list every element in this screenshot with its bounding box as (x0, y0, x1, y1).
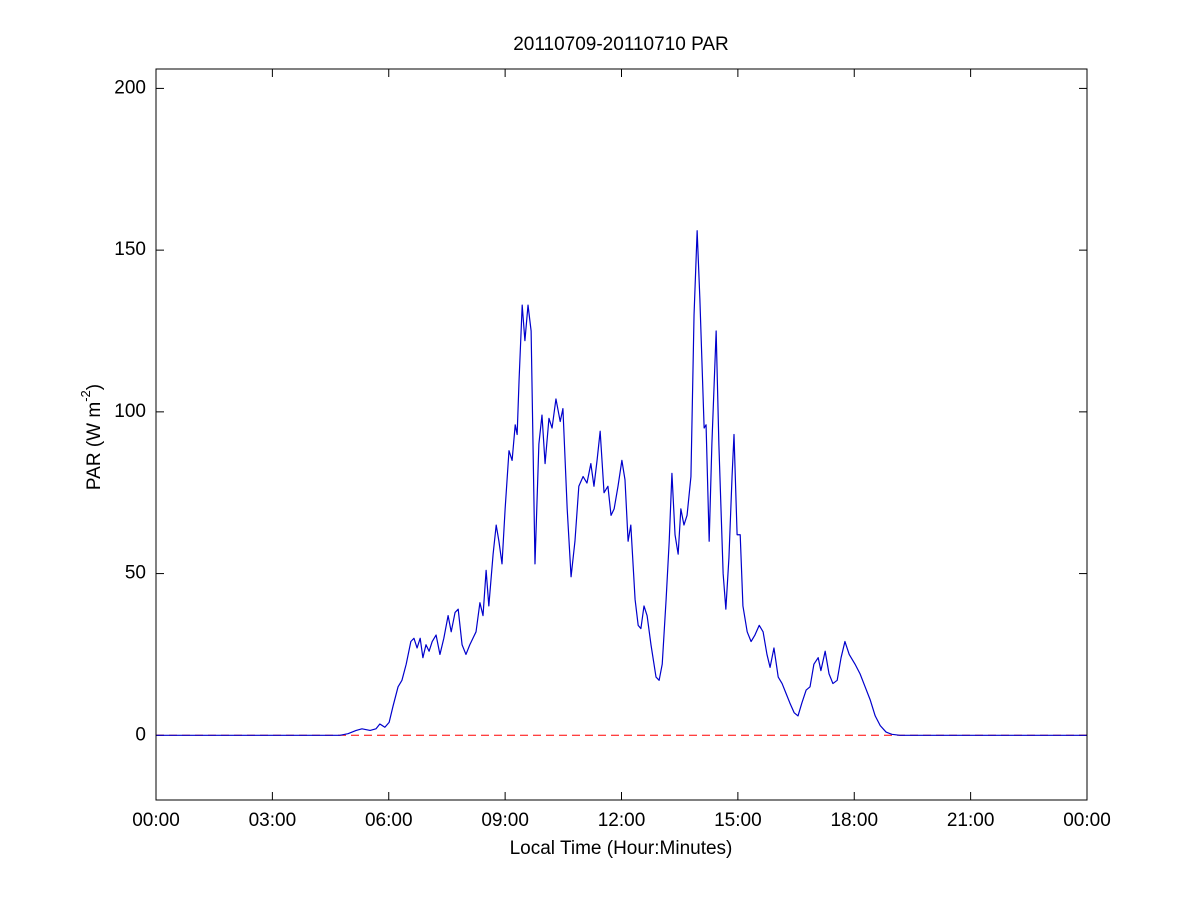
y-axis-label-text: PAR (W m (84, 402, 105, 490)
x-tick-label: 03:00 (249, 810, 297, 831)
y-axis-label-text: ) (84, 384, 105, 390)
y-tick-label: 200 (114, 77, 146, 98)
y-axis-label-exponent: -2 (78, 390, 93, 402)
y-tick-label: 100 (114, 401, 146, 422)
x-tick-label: 15:00 (714, 810, 762, 831)
x-tick-label: 00:00 (1063, 810, 1111, 831)
x-tick-label: 06:00 (365, 810, 413, 831)
x-tick-label: 18:00 (830, 810, 878, 831)
chart-title: 20110709-20110710 PAR (513, 34, 729, 55)
y-tick-label: 150 (114, 239, 146, 260)
plot-frame (155, 68, 1088, 801)
y-tick-label: 0 (135, 724, 146, 745)
data-line (156, 230, 1087, 736)
x-tick-label: 09:00 (481, 810, 529, 831)
x-axis-label: Local Time (Hour:Minutes) (510, 838, 733, 859)
x-tick-label: 12:00 (598, 810, 646, 831)
y-tick-label: 50 (125, 563, 146, 584)
x-tick-label: 21:00 (947, 810, 995, 831)
y-axis-label: PAR (W m-2) (78, 384, 105, 490)
x-tick-label: 00:00 (132, 810, 180, 831)
